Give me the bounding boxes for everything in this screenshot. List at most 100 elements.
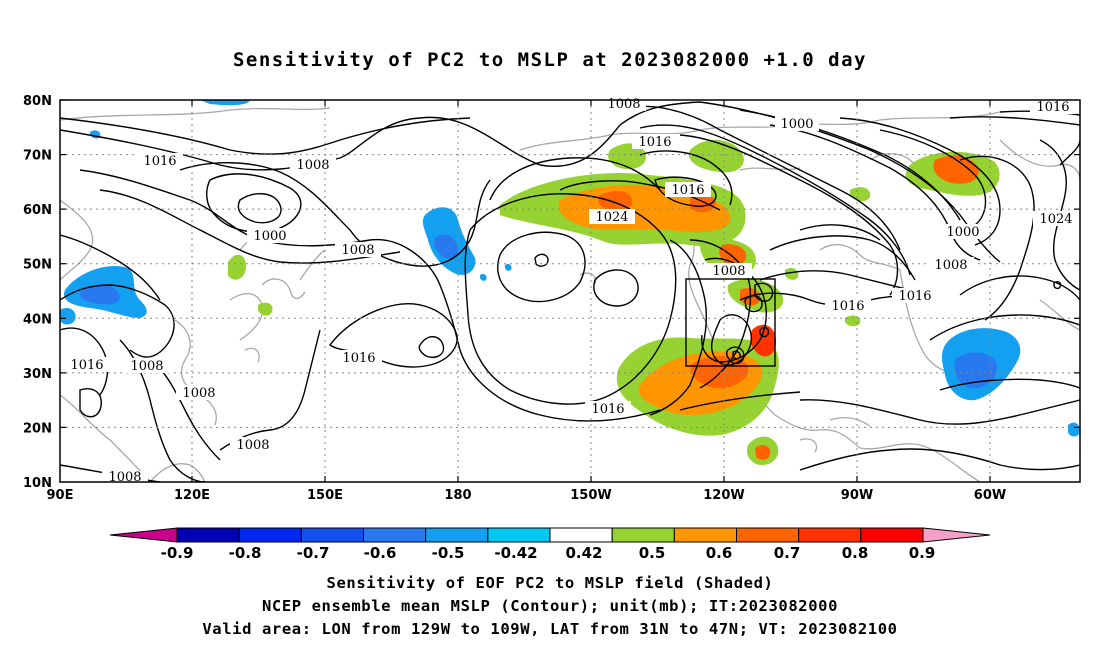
svg-text:1008: 1008 xyxy=(341,243,374,258)
lon-label: 120E xyxy=(174,488,210,503)
colorbar-segment xyxy=(673,527,737,543)
contour-label: 1016 xyxy=(892,288,938,304)
valid-area-box xyxy=(685,278,776,367)
contour-label: 1024 xyxy=(1033,211,1079,227)
contour-label: 1008 xyxy=(124,358,170,374)
lat-label: 80N xyxy=(23,94,52,109)
svg-text:1016: 1016 xyxy=(1036,100,1069,115)
colorbar-tick: -0.42 xyxy=(494,544,537,562)
svg-text:1016: 1016 xyxy=(70,358,103,373)
contour-labels: 1008 1016 1000 1016 1008 1016 1008 1000 … xyxy=(0,0,1079,485)
svg-text:1008: 1008 xyxy=(182,386,215,401)
colorbar-tick: -0.8 xyxy=(229,544,262,562)
contour-label: 1016 xyxy=(137,153,183,169)
colorbar-tick: 0.8 xyxy=(842,544,869,562)
contour-label: 1008 xyxy=(602,96,646,112)
svg-text:1016: 1016 xyxy=(831,299,864,314)
contour-label: 1016 xyxy=(825,298,871,314)
svg-text:1008: 1008 xyxy=(236,438,269,453)
colorbar-segment xyxy=(300,527,365,543)
colorbar-ticks: -0.9 -0.8 -0.7 -0.6 -0.5 -0.42 0.42 0.5 … xyxy=(161,544,936,562)
lat-label: 30N xyxy=(23,367,52,382)
contour-label: 1016 xyxy=(665,182,711,198)
lat-label: 10N xyxy=(23,476,52,491)
caption-line-2: NCEP ensemble mean MSLP (Contour); unit(… xyxy=(261,597,839,615)
lon-label: 90E xyxy=(47,488,74,503)
contour-label: 1016 xyxy=(632,134,678,150)
contour-label: 1016 xyxy=(336,350,382,366)
contour-label: 1008 xyxy=(230,437,276,453)
svg-text:1024: 1024 xyxy=(1039,212,1072,227)
latitude-labels: 80N 70N 60N 50N 40N 30N 20N 10N xyxy=(23,94,52,491)
contour-label: 1000 xyxy=(775,116,819,132)
svg-text:1016: 1016 xyxy=(671,183,704,198)
svg-text:1008: 1008 xyxy=(934,258,967,273)
svg-text:1016: 1016 xyxy=(898,289,931,304)
colorbar-segment xyxy=(425,527,489,543)
lon-label: 150W xyxy=(570,488,611,503)
svg-text:1024: 1024 xyxy=(595,210,628,225)
contour-label: 1000 xyxy=(940,224,986,240)
lon-label: 60W xyxy=(974,488,1006,503)
contour-label: 1016 xyxy=(585,401,631,417)
contour-label: 1008 xyxy=(928,257,974,273)
contour-label: 1008 xyxy=(706,263,752,279)
colorbar-tick: -0.5 xyxy=(432,544,465,562)
lon-label: 180 xyxy=(444,488,471,503)
contour-label: 1016 xyxy=(64,357,110,373)
svg-text:1008: 1008 xyxy=(296,158,329,173)
svg-text:1000: 1000 xyxy=(946,225,979,240)
contour-label: 1024 xyxy=(589,209,635,225)
tick-marks xyxy=(60,99,1080,482)
lat-label: 20N xyxy=(23,421,52,436)
colorbar-right-triangle xyxy=(922,527,991,543)
lat-label: 40N xyxy=(23,312,52,327)
colorbar-segment xyxy=(611,527,675,543)
caption-line-1: Sensitivity of EOF PC2 to MSLP field (Sh… xyxy=(326,574,774,592)
lon-label: 90W xyxy=(841,488,873,503)
graticule xyxy=(60,100,1080,482)
contour-label: 1000 xyxy=(247,228,293,244)
colorbar-segment xyxy=(487,527,551,543)
colorbar-segment xyxy=(238,527,302,543)
map-frame xyxy=(59,99,1081,483)
contour-label: 1016 xyxy=(1030,99,1076,115)
lon-label: 120W xyxy=(703,488,744,503)
contour-label: 1008 xyxy=(290,157,336,173)
contour-label: 1008 xyxy=(335,242,381,258)
lat-label: 50N xyxy=(23,258,52,273)
colorbar-tick: -0.9 xyxy=(161,544,194,562)
colorbar-segment xyxy=(860,527,924,543)
colorbar-tick: -0.6 xyxy=(364,544,397,562)
contour-label: 1008 xyxy=(0,0,17,4)
colorbar xyxy=(109,527,991,543)
lat-label: 70N xyxy=(23,149,52,164)
colorbar-tick: 0.5 xyxy=(639,544,666,562)
colorbar-tick: 0.9 xyxy=(909,544,936,562)
lat-label: 60N xyxy=(23,203,52,218)
chart-title: Sensitivity of PC2 to MSLP at 2023082000… xyxy=(232,49,867,71)
colorbar-segment xyxy=(798,527,862,543)
svg-text:1016: 1016 xyxy=(638,135,671,150)
lon-label: 150E xyxy=(307,488,343,503)
svg-text:1008: 1008 xyxy=(712,264,745,279)
longitude-labels: 90E 120E 150E 180 150W 120W 90W 60W xyxy=(47,488,1007,503)
colorbar-segment xyxy=(549,527,613,543)
colorbar-tick: 0.6 xyxy=(706,544,733,562)
colorbar-segment xyxy=(736,527,800,543)
svg-text:1000: 1000 xyxy=(253,229,286,244)
svg-text:1016: 1016 xyxy=(143,154,176,169)
svg-text:1000: 1000 xyxy=(780,117,813,132)
svg-text:1016: 1016 xyxy=(342,351,375,366)
caption-line-3: Valid area: LON from 129W to 109W, LAT f… xyxy=(202,620,898,638)
colorbar-segment xyxy=(363,527,427,543)
colorbar-left-triangle xyxy=(109,527,178,543)
colorbar-tick: -0.7 xyxy=(297,544,330,562)
contour-label: 1008 xyxy=(176,385,222,401)
colorbar-tick: 0.7 xyxy=(774,544,801,562)
colorbar-segment xyxy=(176,527,240,543)
svg-text:1016: 1016 xyxy=(591,402,624,417)
svg-text:1008: 1008 xyxy=(130,359,163,374)
colorbar-tick: 0.42 xyxy=(565,544,602,562)
